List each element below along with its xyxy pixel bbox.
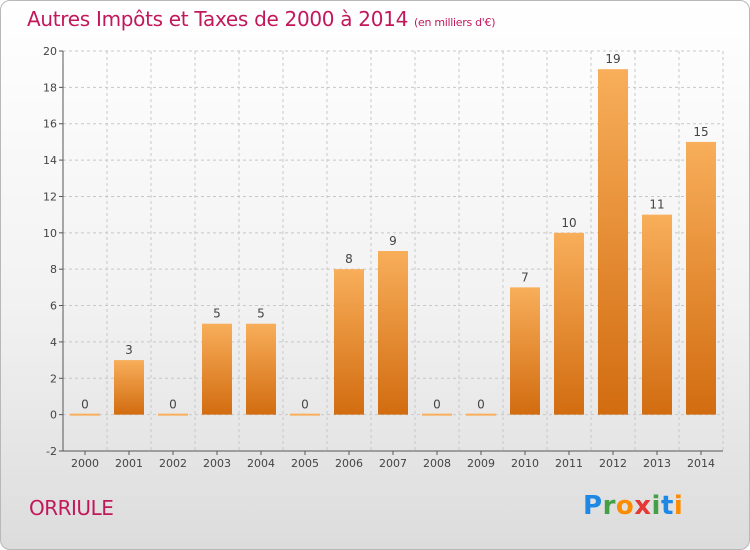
x-tick-label: 2012: [599, 457, 627, 470]
x-tick-label: 2000: [71, 457, 99, 470]
data-label: 0: [477, 398, 485, 412]
data-label: 5: [213, 307, 221, 321]
y-tick-label: 4: [50, 336, 57, 349]
logo-letter: r: [602, 491, 616, 521]
x-tick-label: 2010: [511, 457, 539, 470]
bar: [642, 214, 672, 415]
data-label: 3: [125, 343, 133, 357]
data-label: 5: [257, 307, 265, 321]
x-tick-label: 2004: [247, 457, 275, 470]
bar: [686, 141, 716, 415]
bar: [422, 413, 452, 416]
x-tick-label: 2001: [115, 457, 143, 470]
data-label: 9: [389, 234, 397, 248]
y-tick-label: 14: [43, 154, 57, 167]
y-tick-label: -2: [46, 445, 57, 458]
y-tick-label: 20: [43, 45, 57, 58]
y-tick-label: 12: [43, 190, 57, 203]
x-tick-label: 2007: [379, 457, 407, 470]
data-label: 19: [605, 52, 620, 66]
x-tick-label: 2014: [687, 457, 715, 470]
data-label: 0: [169, 398, 177, 412]
y-tick-label: 6: [50, 300, 57, 313]
data-label: 0: [301, 398, 309, 412]
y-tick-label: 10: [43, 227, 57, 240]
bar: [466, 413, 496, 416]
x-tick-label: 2013: [643, 457, 671, 470]
bar: [510, 287, 540, 415]
x-tick-label: 2003: [203, 457, 231, 470]
y-tick-label: 2: [50, 372, 57, 385]
data-label: 0: [81, 398, 89, 412]
bar: [334, 269, 364, 415]
data-label: 0: [433, 398, 441, 412]
y-tick-label: 16: [43, 118, 57, 131]
x-tick-label: 2011: [555, 457, 583, 470]
logo-letter: i: [651, 491, 661, 521]
x-tick-label: 2009: [467, 457, 495, 470]
logo-letter: P: [583, 491, 603, 521]
logo-letter: o: [615, 491, 635, 521]
bar: [378, 251, 408, 415]
y-tick-label: 8: [50, 263, 57, 276]
bar: [598, 69, 628, 415]
y-tick-label: 0: [50, 409, 57, 422]
data-label: 15: [693, 125, 708, 139]
data-label: 11: [649, 198, 664, 212]
bar: [246, 323, 276, 415]
x-tick-label: 2006: [335, 457, 363, 470]
x-tick-label: 2002: [159, 457, 187, 470]
data-label: 8: [345, 252, 353, 266]
bar: [554, 232, 584, 415]
data-label: 7: [521, 270, 529, 284]
bar: [114, 360, 144, 415]
commune-name: ORRIULE: [29, 496, 114, 520]
logo-letter: i: [673, 491, 684, 521]
bar: [202, 323, 232, 415]
bar: [158, 413, 188, 416]
logo-letter: x: [634, 491, 652, 521]
data-label: 10: [561, 216, 576, 230]
bar: [290, 413, 320, 416]
chart-title-main: Autres Impôts et Taxes de 2000 à 2014: [27, 7, 408, 31]
logo-letter: t: [660, 491, 674, 521]
chart-title-unit: (en milliers d'€): [414, 16, 496, 29]
chart-title: Autres Impôts et Taxes de 2000 à 2014 (en…: [27, 7, 495, 31]
y-tick-label: 18: [43, 81, 57, 94]
x-tick-label: 2008: [423, 457, 451, 470]
bar: [70, 413, 100, 416]
x-tick-label: 2005: [291, 457, 319, 470]
